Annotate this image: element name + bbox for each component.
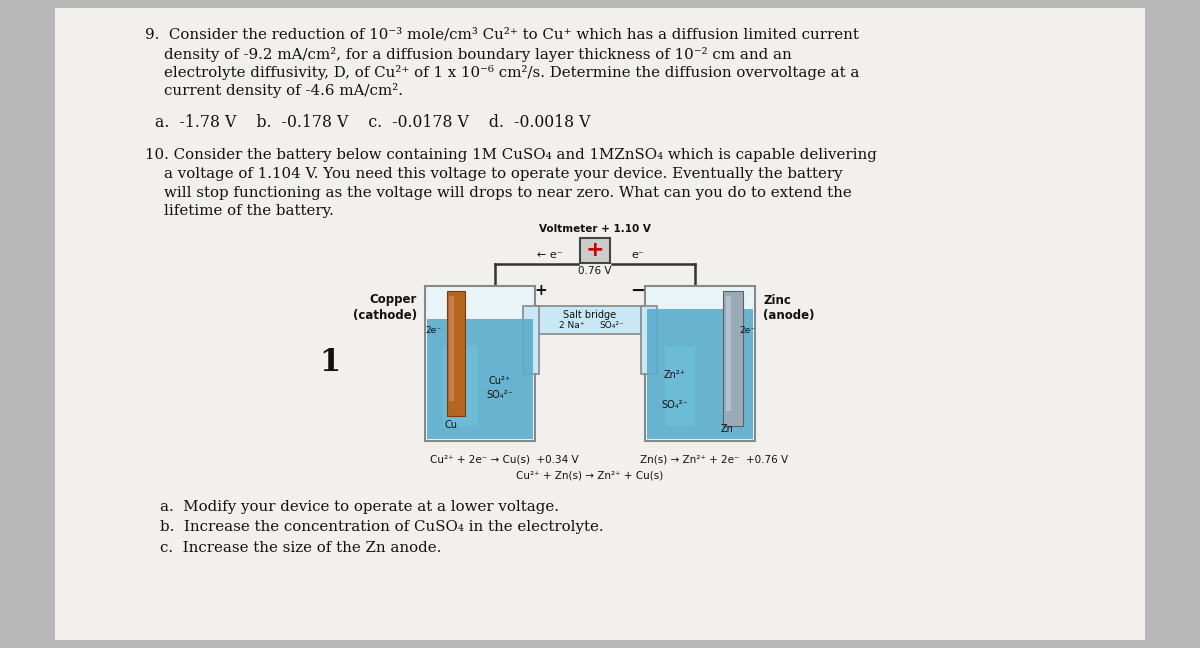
Text: 9.  Consider the reduction of 10⁻³ mole/cm³ Cu²⁺ to Cu⁺ which has a diffusion li: 9. Consider the reduction of 10⁻³ mole/c… [145,28,859,42]
Text: a voltage of 1.104 V. You need this voltage to operate your device. Eventually t: a voltage of 1.104 V. You need this volt… [145,167,842,181]
Text: Voltmeter + 1.10 V: Voltmeter + 1.10 V [539,224,650,235]
Text: a.  -1.78 V    b.  -0.178 V    c.  -0.0178 V    d.  -0.0018 V: a. -1.78 V b. -0.178 V c. -0.0178 V d. -… [155,114,590,131]
Text: −: − [630,281,646,299]
Text: 1: 1 [319,347,341,378]
Text: b.  Increase the concentration of CuSO₄ in the electrolyte.: b. Increase the concentration of CuSO₄ i… [160,520,604,534]
Text: Cu²⁺: Cu²⁺ [488,375,511,386]
Bar [446,290,466,415]
Text: SO₄²⁻: SO₄²⁻ [661,400,689,410]
Bar [580,238,610,262]
Text: current density of -4.6 mA/cm².: current density of -4.6 mA/cm². [145,84,403,98]
Text: ← e⁻: ← e⁻ [538,249,563,259]
Text: will stop functioning as the voltage will drops to near zero. What can you do to: will stop functioning as the voltage wil… [145,185,852,200]
Bar [425,286,535,441]
Bar [726,295,731,410]
Bar [443,345,478,426]
Text: Cu²⁺ + Zn(s) → Zn²⁺ + Cu(s): Cu²⁺ + Zn(s) → Zn²⁺ + Cu(s) [516,470,664,481]
Bar [641,305,658,373]
Bar [665,345,695,426]
Bar [722,290,743,426]
Bar [646,286,755,441]
Text: 0.76 V: 0.76 V [578,266,612,277]
Bar [523,305,539,373]
Text: 2 Na⁺: 2 Na⁺ [559,321,584,329]
Text: +: + [586,240,605,259]
Bar [535,305,646,334]
Text: Cu: Cu [444,421,457,430]
Text: electrolyte diffusivity, D, of Cu²⁺ of 1 x 10⁻⁶ cm²/s. Determine the diffusion o: electrolyte diffusivity, D, of Cu²⁺ of 1… [145,65,859,80]
Bar [647,308,754,439]
Text: Cu²⁺ + 2e⁻ → Cu(s)  +0.34 V: Cu²⁺ + 2e⁻ → Cu(s) +0.34 V [430,454,578,465]
Bar [427,319,533,439]
Text: c.  Increase the size of the Zn anode.: c. Increase the size of the Zn anode. [160,540,442,555]
Text: Salt bridge: Salt bridge [564,310,617,319]
Text: Copper
(cathode): Copper (cathode) [353,294,418,321]
Text: Zn²⁺: Zn²⁺ [664,371,686,380]
Text: density of -9.2 mA/cm², for a diffusion boundary layer thickness of 10⁻² cm and : density of -9.2 mA/cm², for a diffusion … [145,47,792,62]
Text: a.  Modify your device to operate at a lower voltage.: a. Modify your device to operate at a lo… [160,500,559,513]
Text: Zn: Zn [720,424,733,434]
Text: e⁻: e⁻ [631,249,644,259]
Text: +: + [535,283,547,298]
Text: lifetime of the battery.: lifetime of the battery. [145,204,334,218]
Text: 2e⁻: 2e⁻ [739,326,755,335]
Text: 2e⁻: 2e⁻ [425,326,442,335]
Text: 10. Consider the battery below containing 1M CuSO₄ and 1MZnSO₄ which is capable : 10. Consider the battery below containin… [145,148,877,163]
Text: SO₄²⁻: SO₄²⁻ [600,321,624,329]
Text: Zn(s) → Zn²⁺ + 2e⁻  +0.76 V: Zn(s) → Zn²⁺ + 2e⁻ +0.76 V [640,454,788,465]
Bar [449,295,454,400]
Text: SO₄²⁻: SO₄²⁻ [487,391,514,400]
Text: Zinc
(anode): Zinc (anode) [763,294,815,321]
